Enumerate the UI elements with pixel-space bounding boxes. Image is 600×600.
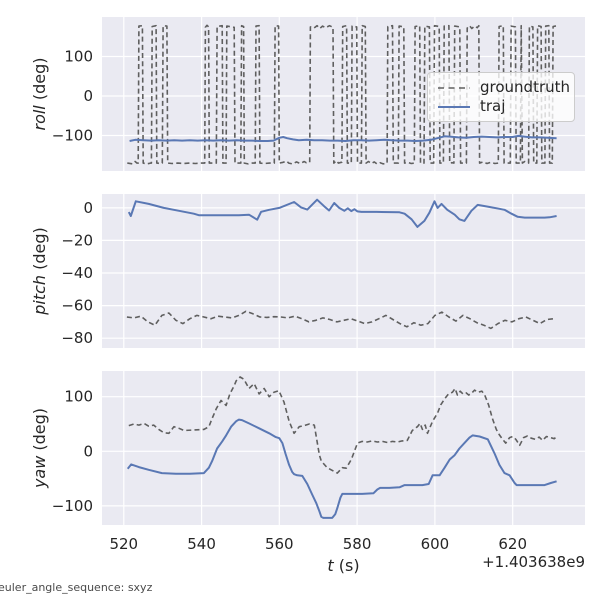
xtick-label: 540 — [187, 535, 216, 553]
xtick-label: 600 — [421, 535, 450, 553]
roll-groundtruth-series — [127, 24, 558, 165]
pitch-axis-label: pitch (deg) — [30, 227, 49, 316]
roll-ytick-label: −100 — [52, 126, 93, 144]
roll-axis-label: roll (deg) — [30, 58, 49, 131]
yaw-ytick-label: −100 — [52, 497, 93, 515]
yaw-groundtruth-series — [128, 376, 558, 474]
traj-solid-line-swatch — [438, 106, 470, 109]
x-axis-label: t (s) — [327, 556, 359, 575]
pitch-ytick-label: −60 — [61, 297, 93, 315]
legend-item-traj: traj — [437, 99, 565, 114]
roll-traj-series — [129, 134, 557, 142]
x-axis-offset-label: +1.403638e9 — [482, 553, 585, 571]
pitch-ytick-label: −20 — [61, 231, 93, 249]
legend-label-traj: traj — [480, 97, 506, 116]
pitch-traj-series — [127, 198, 557, 228]
pitch-ytick-label: −80 — [61, 329, 93, 347]
legend-item-groundtruth: groundtruth — [437, 79, 570, 95]
euler-angle-sequence-note: euler_angle_sequence: sxyz — [0, 581, 153, 594]
roll-ytick-label: 100 — [64, 47, 93, 65]
yaw-axis-label: yaw (deg) — [30, 408, 49, 489]
yaw-ytick-label: 0 — [83, 442, 93, 460]
pitch-ytick-label: −40 — [61, 264, 93, 282]
xtick-label: 520 — [109, 535, 138, 553]
xtick-label: 580 — [343, 535, 372, 553]
xtick-label: 620 — [498, 535, 527, 553]
pitch-groundtruth-series — [126, 310, 554, 330]
legend-label-groundtruth: groundtruth — [480, 77, 571, 96]
yaw-traj-series — [126, 418, 557, 519]
pitch-ytick-label: 0 — [83, 199, 93, 217]
groundtruth-dashed-line-swatch — [438, 86, 470, 89]
roll-ytick-label: 0 — [83, 87, 93, 105]
pitch-plot-area — [102, 194, 585, 348]
legend: groundtruth traj — [427, 72, 575, 122]
yaw-ytick-label: 100 — [64, 388, 93, 406]
xtick-label: 560 — [265, 535, 294, 553]
